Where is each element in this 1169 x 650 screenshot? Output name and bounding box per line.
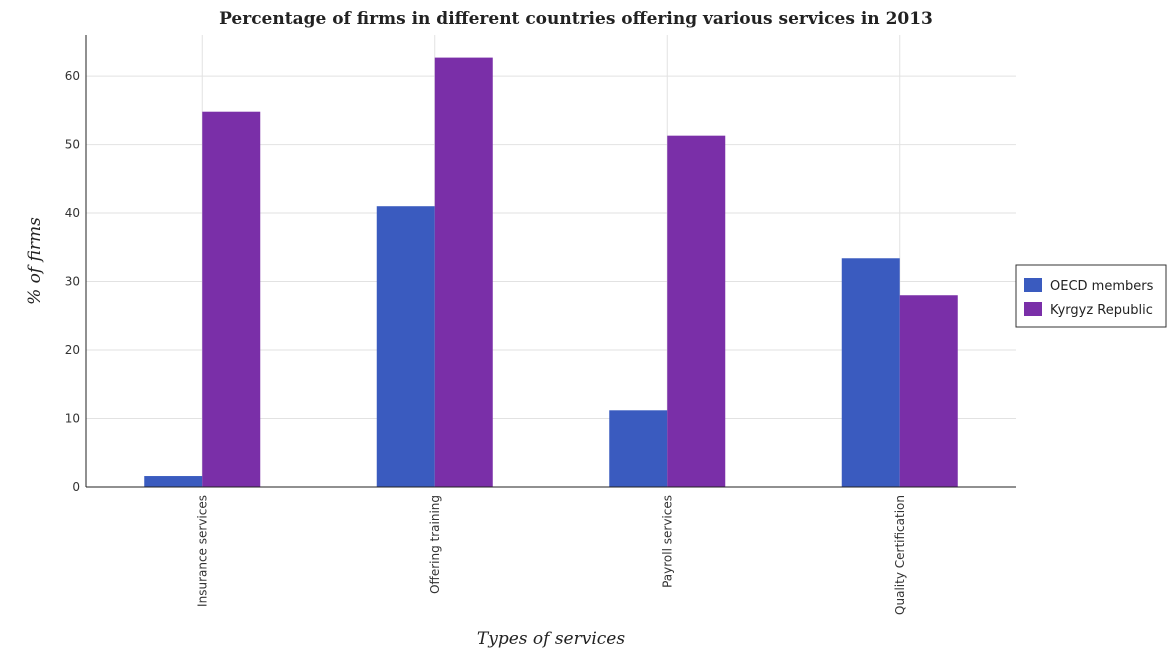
x-axis-title: Types of services <box>477 629 625 649</box>
x-tick-labels: Insurance services Offering training Payro… <box>195 495 907 615</box>
x-tick-label: Insurance services <box>195 495 209 607</box>
bar-oecd <box>144 476 203 487</box>
legend: OECD members Kyrgyz Republic <box>1015 264 1167 328</box>
legend-label: OECD members <box>1050 279 1154 294</box>
y-tick-labels: 0 10 20 30 40 50 60 <box>65 69 80 494</box>
x-tick-label: Offering training <box>428 495 442 594</box>
y-tick-label: 40 <box>65 206 80 220</box>
bars <box>144 57 958 487</box>
legend-label: Kyrgyz Republic <box>1050 303 1153 318</box>
y-tick-label: 0 <box>72 480 80 494</box>
bar-oecd <box>841 258 900 487</box>
bar-kyrgyz <box>899 295 958 487</box>
y-tick-label: 60 <box>65 69 80 83</box>
y-tick-label: 50 <box>65 138 80 152</box>
x-tick-label: Payroll services <box>660 495 674 588</box>
y-tick-label: 20 <box>65 343 80 357</box>
legend-swatch <box>1024 302 1042 316</box>
legend-box <box>1015 264 1167 328</box>
x-tick-label: Quality Certification <box>893 495 907 615</box>
bar-oecd <box>376 206 435 487</box>
y-tick-label: 30 <box>65 275 80 289</box>
y-axis-title: % of firms <box>25 217 45 305</box>
bar-oecd <box>609 410 668 487</box>
chart-title: Percentage of firms in different countri… <box>219 9 933 29</box>
bar-kyrgyz <box>202 111 261 487</box>
legend-swatch <box>1024 278 1042 292</box>
bar-kyrgyz <box>434 57 493 487</box>
y-tick-label: 10 <box>65 412 80 426</box>
bar-kyrgyz <box>667 135 726 487</box>
